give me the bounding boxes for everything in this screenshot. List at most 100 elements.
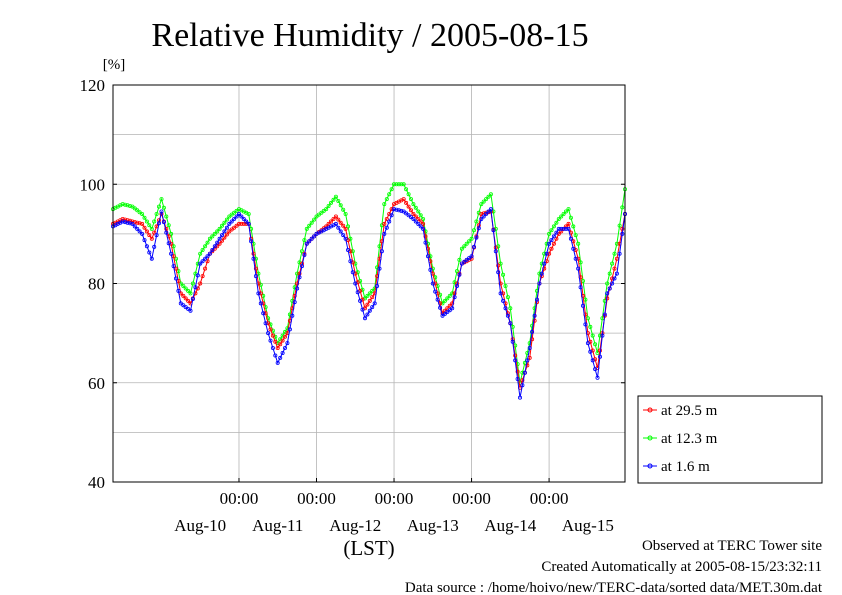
data-point — [484, 197, 489, 202]
data-point — [173, 276, 178, 281]
data-point — [338, 220, 343, 225]
data-point — [469, 256, 474, 261]
data-point — [331, 197, 336, 202]
data-point — [474, 219, 479, 224]
x-tick-label: 00:00 — [530, 489, 569, 508]
data-point — [508, 321, 513, 326]
data-point — [324, 207, 329, 212]
data-point — [607, 271, 612, 276]
data-point — [568, 236, 573, 241]
data-point — [365, 312, 370, 317]
data-point — [411, 211, 416, 216]
data-point — [556, 216, 561, 221]
data-point — [481, 199, 486, 204]
data-point — [314, 214, 319, 219]
data-point — [399, 182, 404, 187]
data-point — [253, 266, 258, 271]
data-point — [137, 229, 142, 234]
data-point — [452, 295, 457, 300]
data-point — [391, 182, 396, 187]
data-point — [227, 229, 232, 234]
data-point — [447, 293, 452, 298]
data-point — [573, 233, 578, 238]
x-date-label: Aug-11 — [252, 516, 303, 535]
data-point — [166, 223, 171, 228]
data-point — [328, 200, 333, 205]
data-point — [142, 238, 147, 243]
data-point — [387, 219, 392, 224]
data-point — [341, 223, 346, 228]
data-point — [501, 298, 506, 303]
data-point — [326, 221, 331, 226]
data-point — [612, 266, 617, 271]
legend-marker — [647, 407, 653, 413]
data-point — [190, 296, 195, 301]
data-point — [278, 355, 283, 360]
legend-label: at 1.6 m — [661, 459, 710, 475]
data-point — [559, 229, 564, 234]
data-point — [120, 202, 125, 207]
data-point — [256, 291, 261, 296]
data-point — [236, 221, 241, 226]
data-point — [551, 224, 556, 229]
data-point — [585, 341, 590, 346]
data-point — [612, 251, 617, 256]
data-point — [384, 197, 389, 202]
series-line — [112, 207, 626, 398]
data-point — [484, 211, 489, 216]
data-point — [590, 333, 595, 338]
data-point — [125, 220, 130, 225]
series-layer — [111, 182, 628, 400]
data-point — [125, 218, 130, 223]
data-point — [389, 213, 394, 218]
data-point — [588, 324, 593, 329]
data-point — [161, 205, 166, 210]
data-point — [503, 283, 508, 288]
data-point — [309, 220, 314, 225]
data-point — [544, 251, 549, 256]
data-point — [178, 301, 183, 306]
data-point — [520, 378, 525, 383]
data-point — [406, 192, 411, 197]
data-point — [518, 395, 523, 400]
data-point — [438, 305, 443, 310]
data-point — [326, 203, 331, 208]
data-point — [537, 271, 542, 276]
data-point — [304, 241, 309, 246]
data-point — [224, 232, 229, 237]
data-point — [590, 358, 595, 363]
data-point — [295, 271, 300, 276]
data-point — [510, 339, 515, 344]
data-point — [164, 230, 169, 235]
data-point — [488, 207, 493, 212]
data-point — [266, 321, 271, 326]
data-point — [401, 197, 406, 202]
data-point — [258, 291, 263, 296]
data-point — [280, 338, 285, 343]
data-point — [219, 238, 224, 243]
data-point — [440, 313, 445, 318]
x-tick-label: 00:00 — [375, 489, 414, 508]
data-point — [217, 226, 222, 231]
data-point — [215, 244, 220, 249]
data-point — [181, 283, 186, 288]
data-point — [123, 202, 128, 207]
data-point — [312, 217, 317, 222]
data-point — [232, 225, 237, 230]
data-point — [413, 219, 418, 224]
data-point — [547, 231, 552, 236]
data-point — [549, 246, 554, 251]
data-point — [566, 207, 571, 212]
data-point — [525, 363, 530, 368]
data-point — [447, 308, 452, 313]
data-point — [362, 316, 367, 321]
data-point — [285, 341, 290, 346]
data-point — [411, 216, 416, 221]
data-point — [268, 327, 273, 332]
x-axis-label: (LST) — [343, 536, 394, 560]
data-point — [297, 275, 302, 280]
data-point — [382, 231, 387, 236]
data-point — [336, 217, 341, 222]
data-point — [445, 306, 450, 311]
